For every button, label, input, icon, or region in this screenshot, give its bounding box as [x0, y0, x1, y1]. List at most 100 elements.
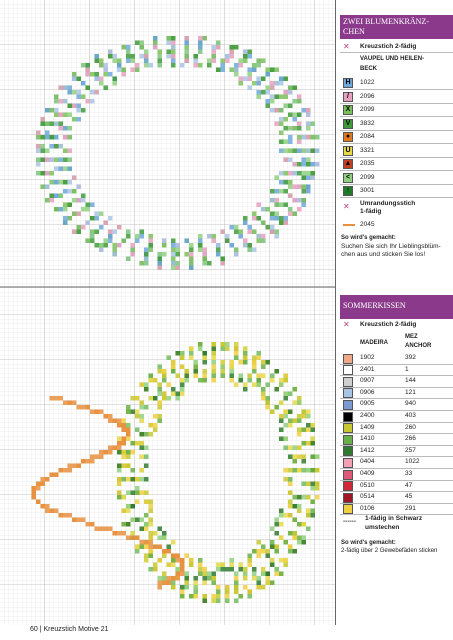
stitch [175, 243, 180, 248]
stitch [36, 157, 41, 162]
madeira-code: 1902 [360, 354, 375, 361]
stitch [81, 207, 86, 212]
stitch [252, 364, 257, 369]
swatch [343, 434, 353, 445]
stitch [148, 535, 153, 540]
stitch [72, 400, 77, 405]
stitch [238, 58, 243, 63]
legend-title [340, 295, 453, 319]
stitch [256, 94, 261, 99]
stitch [148, 508, 153, 513]
stitch [31, 495, 36, 500]
stitch [171, 364, 176, 369]
stitch [279, 378, 284, 383]
stitch [211, 571, 216, 576]
stitch [139, 544, 144, 549]
stitch [72, 72, 77, 77]
stitch [130, 54, 135, 59]
stitch [63, 189, 68, 194]
stitch [297, 121, 302, 126]
stitch [252, 229, 257, 234]
stitch [126, 229, 131, 234]
stitch [99, 81, 104, 86]
stitch [139, 540, 144, 545]
stitch [243, 382, 248, 387]
stitch [306, 135, 311, 140]
stitch [135, 63, 140, 68]
stitch [85, 67, 90, 72]
stitch [292, 549, 297, 554]
stitch [144, 382, 149, 387]
stitch [243, 351, 248, 356]
stitch [292, 99, 297, 104]
stitch [211, 364, 216, 369]
stitch [126, 535, 131, 540]
stitch [301, 198, 306, 203]
footer: 60 | Kreuzstich Motive 21 [30, 626, 109, 633]
stitch [306, 414, 311, 419]
stitch [279, 382, 284, 387]
stitch [243, 567, 248, 572]
stitch [103, 450, 108, 455]
stitch [76, 517, 81, 522]
stitch [171, 40, 176, 45]
stitch [72, 198, 77, 203]
stitch [40, 121, 45, 126]
stitch [157, 265, 162, 270]
stitch [148, 63, 153, 68]
stitch [247, 558, 252, 563]
stitch [135, 67, 140, 72]
stitch [135, 490, 140, 495]
stitch [135, 477, 140, 482]
stitch [144, 405, 149, 410]
stitch [279, 427, 284, 432]
symbol: / [343, 91, 353, 102]
stitch [261, 90, 266, 95]
legend-row: 1410 266 [340, 433, 453, 446]
stitch [279, 571, 284, 576]
stitch [58, 126, 63, 131]
stitch [211, 45, 216, 50]
stitch [49, 135, 54, 140]
stitch [234, 355, 239, 360]
anchor-code: 940 [405, 400, 416, 408]
stitch [166, 49, 171, 54]
madeira-code: 2400 [360, 412, 375, 419]
stitch [252, 567, 257, 572]
stitch [301, 454, 306, 459]
outline-label: 1-fädig [360, 208, 382, 215]
anchor-code: 47 [405, 481, 413, 489]
stitch [139, 445, 144, 450]
stitch [54, 166, 59, 171]
stitch [184, 571, 189, 576]
stitch [171, 369, 176, 374]
anchor-code: 144 [405, 377, 416, 385]
stitch [234, 346, 239, 351]
outline-symbol: ✕ [343, 202, 350, 211]
stitch [135, 544, 140, 549]
stitch [301, 171, 306, 176]
stitch [261, 220, 266, 225]
stitch [36, 481, 41, 486]
stitch [256, 373, 261, 378]
stitch [180, 571, 185, 576]
stitch [144, 49, 149, 54]
stitch [283, 558, 288, 563]
stitch [85, 72, 90, 77]
stitch [292, 112, 297, 117]
stitch [247, 49, 252, 54]
anchor-code: 266 [405, 435, 416, 443]
stitch [108, 450, 113, 455]
stitch [288, 513, 293, 518]
stitch [171, 252, 176, 257]
stitch [112, 445, 117, 450]
stitch [211, 342, 216, 347]
stitch [315, 162, 320, 167]
outline-code: 2045 [360, 221, 375, 228]
stitch [211, 58, 216, 63]
stitch [184, 585, 189, 590]
stitch [54, 207, 59, 212]
stitch [211, 234, 216, 239]
stitch [279, 436, 284, 441]
